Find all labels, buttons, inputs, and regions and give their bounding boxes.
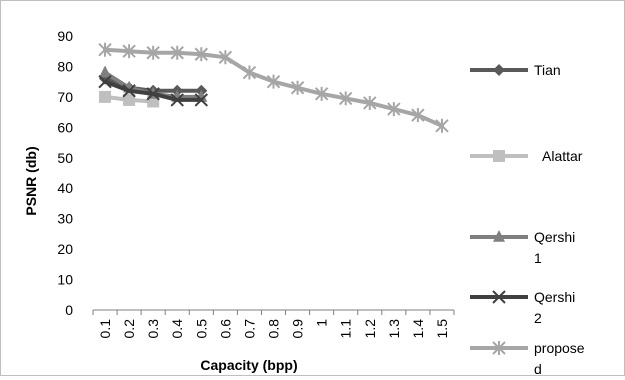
- x-tick-label: 0.5: [193, 319, 209, 339]
- data-point-qershi-1: [99, 65, 112, 78]
- x-tick-label: 0.4: [169, 319, 185, 339]
- legend-label-tian: Tian: [534, 62, 561, 78]
- data-point-proposed: [314, 86, 329, 101]
- y-tick-label: 10: [57, 272, 73, 288]
- y-tick-label: 90: [57, 28, 73, 44]
- x-tick-label: 1.3: [386, 319, 402, 339]
- data-point-qershi-2: [98, 74, 112, 89]
- x-tick-label: 0.9: [290, 319, 306, 339]
- data-point-proposed: [338, 91, 353, 106]
- legend-marker-qershi-1: [493, 230, 505, 242]
- x-tick-label: 0.7: [241, 319, 257, 339]
- data-point-proposed: [170, 45, 184, 60]
- data-point-qershi-2: [194, 93, 209, 107]
- data-point-proposed: [435, 118, 449, 133]
- data-point-qershi-2: [122, 84, 136, 98]
- x-tick-label: 0.6: [217, 319, 233, 339]
- y-tick-label: 60: [57, 119, 73, 135]
- x-tick-label: 1.5: [434, 319, 450, 339]
- data-point-proposed: [266, 74, 281, 89]
- legend-marker-qershi-2: [492, 290, 506, 304]
- data-point-proposed: [218, 50, 233, 65]
- y-tick-label: 40: [57, 180, 73, 196]
- y-tick-label: 80: [57, 58, 73, 74]
- data-point-qershi-2: [170, 93, 184, 107]
- data-point-proposed: [290, 80, 305, 95]
- y-tick-label: 70: [57, 89, 73, 105]
- legend-marker-alattar: [493, 150, 505, 162]
- data-point-proposed: [194, 47, 209, 62]
- x-tick-label: 0.8: [266, 319, 282, 339]
- x-tick-label: 1.2: [362, 319, 378, 339]
- legend-label-proposed: propose: [534, 340, 585, 356]
- x-tick-label: 0.3: [145, 319, 161, 339]
- data-point-proposed: [146, 45, 160, 60]
- y-tick-label: 20: [57, 241, 73, 257]
- legend-label-qershi-2: Qershi: [534, 289, 575, 305]
- y-tick-label: 0: [65, 302, 73, 318]
- data-point-qershi-2: [146, 87, 160, 101]
- legend-label-alattar: Alattar: [542, 148, 583, 164]
- legend-marker-proposed: [492, 341, 506, 355]
- data-point-proposed: [411, 108, 425, 123]
- data-point-proposed: [363, 95, 377, 110]
- legend-marker-tian: [493, 64, 505, 76]
- legend-label-qershi-2: 2: [534, 310, 542, 326]
- y-tick-label: 50: [57, 150, 73, 166]
- data-point-alattar: [123, 93, 136, 106]
- x-axis-title: Capacity (bpp): [200, 357, 297, 373]
- data-point-proposed: [387, 102, 401, 117]
- x-tick-label: 0.1: [97, 319, 113, 339]
- y-tick-label: 30: [57, 211, 73, 227]
- data-point-proposed: [122, 44, 136, 59]
- y-axis-title: PSNR (db): [23, 146, 39, 215]
- x-tick-label: 1: [314, 319, 330, 327]
- data-point-proposed: [98, 42, 112, 57]
- x-tick-label: 0.2: [121, 319, 137, 339]
- legend-label-proposed: d: [534, 361, 542, 375]
- data-point-alattar: [99, 90, 112, 103]
- legend-label-qershi-1: Qershi: [534, 229, 575, 245]
- x-tick-label: 1.1: [338, 319, 354, 339]
- x-tick-label: 1.4: [410, 319, 426, 339]
- legend-label-qershi-1: 1: [534, 250, 542, 266]
- data-point-proposed: [242, 65, 257, 80]
